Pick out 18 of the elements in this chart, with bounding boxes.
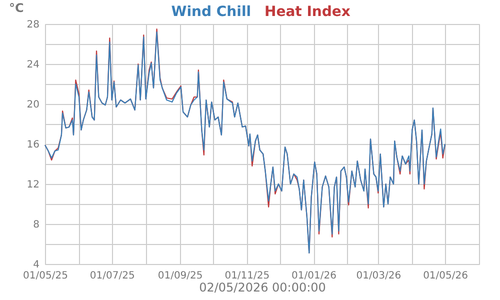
x-tick-label: 01/11/25 bbox=[224, 270, 270, 282]
y-tick-label: 4 bbox=[33, 260, 40, 270]
text: Heat Index bbox=[264, 4, 350, 20]
x-tick-label: 01/05/25 bbox=[23, 270, 68, 282]
x-tick-label: 01/07/25 bbox=[90, 270, 135, 282]
x-axis-title: 02/05/2026 00:00:00 bbox=[199, 280, 326, 294]
x-tick-label: 01/01/26 bbox=[292, 270, 336, 282]
y-tick-label: 8 bbox=[33, 220, 40, 230]
y-tick-label: 28 bbox=[26, 20, 40, 30]
y-axis-title: °C bbox=[9, 1, 24, 15]
x-tick-label: 01/09/25 bbox=[158, 270, 203, 282]
series-label: Wind Chill bbox=[171, 4, 252, 20]
x-tick-label: 01/05/26 bbox=[423, 270, 468, 282]
y-tick-label: 20 bbox=[26, 100, 40, 110]
y-tick-label: 24 bbox=[26, 60, 40, 70]
y-tick-label: 12 bbox=[26, 180, 40, 190]
y-tick-label: 16 bbox=[26, 140, 40, 150]
x-tick-label: 01/03/26 bbox=[356, 270, 402, 282]
